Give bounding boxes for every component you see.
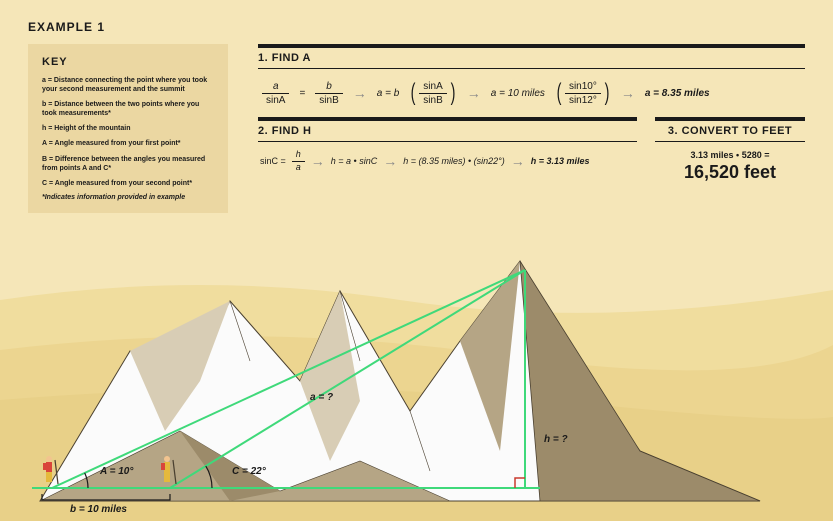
key-item: h = Height of the mountain (42, 124, 214, 133)
angle-a-label: A = 10° (100, 466, 133, 477)
frac-num: a (269, 81, 283, 93)
arrow-icon: → (383, 153, 397, 169)
key-heading: KEY (42, 56, 214, 68)
arrow-icon: → (353, 85, 367, 101)
eq-text: sinC = (260, 156, 286, 166)
step3-result: 16,520 feet (655, 162, 805, 183)
mountain-illustration (0, 231, 833, 521)
key-item: A = Angle measured from your first point… (42, 139, 214, 148)
frac-den: sinB (315, 94, 342, 106)
side-h-label: h = ? (544, 434, 568, 445)
eq-text: a = 10 miles (491, 88, 545, 99)
angle-c-label: C = 22° (232, 466, 266, 477)
arrow-icon: → (511, 153, 525, 169)
frac-num: b (322, 81, 336, 93)
step2-equation: sinC = h a → h = a • sinC → h = (8.35 mi… (258, 142, 637, 181)
step2-title: 2. FIND H (258, 121, 637, 141)
rule (655, 141, 805, 142)
key-item: B = Difference between the angles you me… (42, 155, 214, 173)
key-item: b = Distance between the two points wher… (42, 100, 214, 118)
frac-den: sin12° (565, 94, 601, 106)
example-title: EXAMPLE 1 (28, 20, 805, 34)
arrow-icon: → (467, 85, 481, 101)
frac-den: sinA (262, 94, 289, 106)
frac-num: h (292, 150, 305, 161)
key-box: KEY a = Distance connecting the point wh… (28, 44, 228, 213)
eq-text: a = b (377, 88, 400, 99)
frac-num: sin10° (565, 81, 601, 93)
key-footnote: *Indicates information provided in examp… (42, 194, 214, 201)
frac-den: a (292, 162, 305, 173)
arrow-icon: → (621, 85, 635, 101)
key-item: a = Distance connecting the point where … (42, 76, 214, 94)
step3-title: 3. CONVERT TO FEET (655, 121, 805, 141)
step1-result: a = 8.35 miles (645, 88, 710, 99)
hiker-icon (156, 454, 178, 488)
eq-text: h = a • sinC (331, 156, 377, 166)
math-area: 1. FIND A a sinA = b sinB → a = b ( (258, 44, 805, 213)
equals: = (299, 88, 305, 99)
frac-num: sinA (419, 81, 446, 93)
key-item: C = Angle measured from your second poin… (42, 179, 214, 188)
frac-den: sinB (419, 94, 446, 106)
side-b-label: b = 10 miles (70, 504, 127, 515)
hiker-icon (38, 454, 60, 488)
step3-calc: 3.13 miles • 5280 = (655, 150, 805, 160)
arrow-icon: → (311, 153, 325, 169)
step1-equation: a sinA = b sinB → a = b ( sinA (258, 69, 805, 117)
eq-text: h = (8.35 miles) • (sin22°) (403, 156, 505, 166)
side-a-label: a = ? (310, 392, 333, 403)
step2-result: h = 3.13 miles (531, 156, 590, 166)
step1-title: 1. FIND A (258, 48, 805, 68)
